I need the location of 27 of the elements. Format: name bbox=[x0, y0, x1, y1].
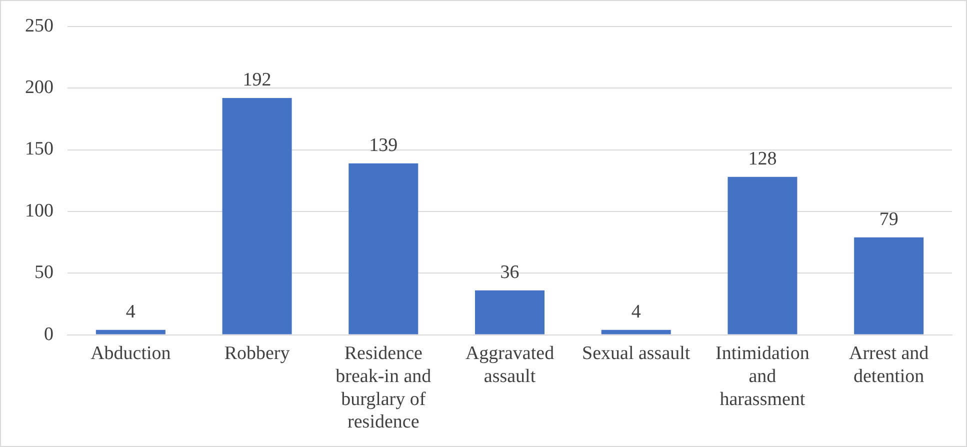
y-tick-label: 150 bbox=[25, 138, 54, 160]
y-tick-label: 0 bbox=[44, 324, 54, 345]
bar bbox=[348, 163, 418, 334]
bar bbox=[854, 237, 924, 334]
data-label: 128 bbox=[748, 148, 777, 170]
data-label: 4 bbox=[126, 301, 136, 322]
x-tick-label: Abduction bbox=[90, 343, 172, 364]
data-label: 192 bbox=[242, 69, 272, 90]
data-label: 79 bbox=[879, 208, 898, 230]
data-label: 4 bbox=[631, 301, 642, 322]
x-tick-label: Intimidation and harassment bbox=[715, 343, 810, 410]
x-tick-label: Arrest and detention bbox=[848, 343, 930, 387]
y-tick-label: 200 bbox=[25, 77, 54, 98]
y-tick-label: 50 bbox=[34, 262, 54, 284]
x-tick-label: Robbery bbox=[224, 343, 290, 364]
bar bbox=[728, 176, 798, 334]
bar bbox=[601, 330, 671, 334]
data-label: 139 bbox=[369, 134, 398, 156]
bar bbox=[222, 98, 292, 334]
data-label: 36 bbox=[500, 262, 520, 283]
bar bbox=[96, 330, 166, 334]
y-tick-label: 100 bbox=[25, 200, 54, 222]
y-tick-label: 250 bbox=[25, 15, 54, 36]
bar bbox=[475, 290, 544, 334]
x-tick-label: Sexual assault bbox=[582, 343, 691, 364]
x-tick-label: Aggravated assault bbox=[465, 343, 555, 387]
x-tick-label: Residence break-in and burglary of residence bbox=[336, 343, 432, 433]
